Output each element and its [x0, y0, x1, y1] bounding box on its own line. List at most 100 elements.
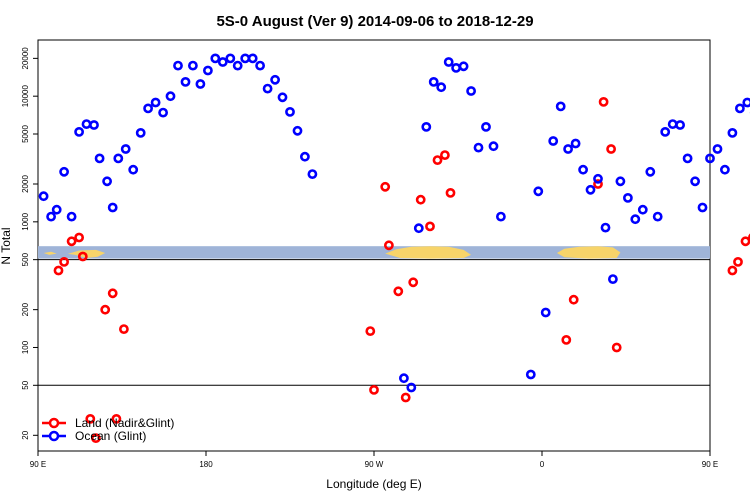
land-point [59, 256, 69, 267]
ocean-point [473, 142, 484, 153]
latitude-band [38, 246, 710, 259]
ocean-point [107, 202, 118, 213]
land-point [77, 251, 88, 262]
ocean-point [421, 122, 432, 132]
ocean-point [270, 74, 280, 85]
ocean-point [563, 144, 573, 154]
land-point [439, 150, 450, 160]
ocean-point [262, 83, 273, 94]
ocean-point [89, 120, 99, 130]
ocean-point [555, 101, 566, 112]
ocean-point [255, 60, 265, 71]
x-axis-ticks: 90 E 180 90 W 0 90 E [30, 451, 718, 469]
land-point [408, 277, 419, 288]
x-tick-label: 180 [199, 460, 213, 469]
land-point [568, 294, 579, 305]
land-point [415, 194, 426, 205]
land-point [365, 326, 376, 336]
y-axis-label: N Total [0, 227, 13, 264]
ocean-point [667, 119, 678, 129]
land-point [727, 265, 738, 276]
legend-land-label: Land (Nadir&Glint) [75, 416, 174, 430]
land-point [111, 413, 122, 424]
ocean-point [102, 176, 112, 187]
land-point [380, 181, 391, 192]
ocean-point [735, 103, 745, 114]
ocean-point [578, 164, 588, 175]
land-point [445, 187, 456, 198]
ocean-point [413, 223, 424, 234]
y-tick-label: 10000 [21, 85, 30, 108]
ocean-point [600, 222, 611, 233]
ocean-point [742, 97, 750, 108]
legend: Land (Nadir&Glint) Ocean (Glint) [42, 416, 174, 443]
y-tick-label: 50 [21, 380, 30, 389]
ocean-point [712, 144, 723, 154]
band-land-3 [556, 246, 621, 259]
ocean-point [608, 274, 618, 284]
x-tick-label: 90 W [365, 460, 384, 469]
land-point [425, 221, 435, 232]
ocean-point [615, 176, 626, 187]
ocean-point [525, 369, 536, 380]
x-tick-label: 90 E [30, 460, 46, 469]
ocean-point [217, 57, 228, 67]
ocean-point [210, 53, 221, 64]
legend-ocean-label: Ocean (Glint) [75, 429, 146, 443]
land-point [740, 236, 750, 247]
y-tick-label: 2000 [21, 175, 30, 193]
band-land-2 [385, 246, 472, 259]
ocean-point [59, 166, 69, 177]
land-point [369, 384, 379, 395]
y-tick-label: 500 [21, 252, 30, 266]
ocean-point [630, 214, 641, 225]
ocean-point [299, 151, 310, 162]
legend-land-marker [48, 417, 60, 429]
chart-title: 5S-0 August (Ver 9) 2014-09-06 to 2018-1… [216, 13, 533, 30]
ocean-point [94, 153, 105, 164]
ocean-point [682, 153, 693, 164]
ocean-point [128, 164, 139, 175]
ocean-point [548, 136, 559, 146]
land-point [611, 342, 622, 353]
ocean-point [247, 53, 258, 64]
ocean-point [652, 211, 663, 222]
land-point [383, 240, 394, 251]
ocean-point [570, 138, 581, 149]
ocean-point [307, 169, 318, 179]
y-tick-label: 200 [21, 302, 30, 316]
legend-ocean-marker [48, 430, 60, 442]
ocean-point [660, 126, 671, 137]
land-point [748, 233, 750, 242]
land-point [66, 236, 77, 247]
ocean-point [292, 125, 303, 136]
ocean-point [428, 77, 439, 87]
ocean-point [690, 176, 700, 187]
ocean-point [398, 373, 409, 384]
ocean-point [81, 119, 92, 129]
ocean-point [277, 92, 288, 103]
x-tick-label: 90 E [702, 460, 718, 469]
ocean-point [720, 164, 730, 175]
ocean-point [225, 53, 236, 64]
land-point [598, 97, 609, 107]
ocean-point [705, 153, 715, 164]
land-point [119, 324, 129, 334]
band-ocean [38, 246, 710, 259]
y-tick-label: 5000 [21, 125, 30, 143]
land-point [53, 265, 64, 276]
plot-frame [37, 39, 711, 452]
ocean-point [436, 82, 447, 93]
land-point [393, 286, 404, 297]
ocean-point [285, 107, 295, 117]
ocean-point [74, 126, 84, 137]
ocean-point [495, 211, 506, 222]
land-point [400, 392, 411, 403]
ocean-point [540, 307, 551, 318]
y-tick-label: 1000 [21, 212, 30, 230]
y-tick-label: 20000 [21, 47, 30, 70]
ocean-point [113, 153, 124, 164]
ocean-point [51, 204, 62, 215]
ocean-point [240, 53, 251, 64]
